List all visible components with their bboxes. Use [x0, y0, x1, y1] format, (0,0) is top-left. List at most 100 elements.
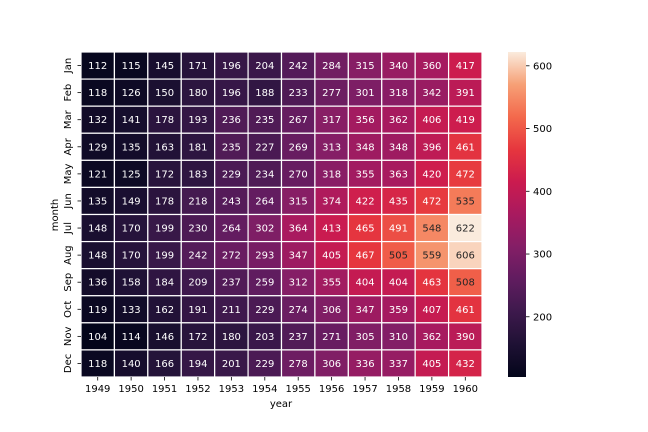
heatmap-cell: [80, 186, 116, 216]
cell-value-label: 118: [88, 88, 107, 99]
cell-value-label: 242: [188, 251, 207, 262]
cell-value-label: 118: [88, 359, 107, 370]
x-axis-label: year: [270, 399, 293, 410]
cell-value-label: 413: [322, 224, 341, 235]
cell-value-label: 172: [155, 169, 174, 180]
cell-value-label: 318: [322, 169, 341, 180]
heatmap-cell: [381, 213, 416, 243]
cell-value-label: 310: [389, 332, 408, 343]
heatmap-cell: [80, 213, 116, 243]
heatmap-cell: [280, 78, 316, 107]
heatmap-cell: [247, 322, 283, 351]
heatmap-cell: [280, 213, 316, 243]
cell-value-label: 548: [422, 224, 441, 235]
cell-value-label: 166: [155, 359, 174, 370]
cell-value-label: 133: [122, 305, 141, 316]
cell-value-label: 259: [255, 278, 274, 289]
cell-value-label: 148: [88, 251, 107, 262]
heatmap-cell: [147, 268, 182, 297]
cell-value-label: 374: [322, 196, 341, 207]
heatmap-cell: [113, 268, 149, 297]
heatmap-cell: [314, 322, 349, 351]
cell-value-label: 119: [88, 305, 107, 316]
heatmap-cell: [214, 105, 249, 134]
x-tick-label: 1951: [152, 384, 177, 395]
cell-value-label: 491: [389, 224, 408, 235]
cell-value-label: 274: [289, 305, 308, 316]
cell-value-label: 183: [188, 169, 207, 180]
y-tick-label: Jul: [63, 222, 74, 235]
cell-value-label: 150: [155, 88, 174, 99]
cell-value-label: 336: [355, 359, 374, 370]
cell-value-label: 404: [355, 278, 374, 289]
cell-value-label: 318: [389, 88, 408, 99]
cell-value-label: 405: [422, 359, 441, 370]
cell-value-label: 229: [222, 169, 241, 180]
heatmap-cell: [214, 240, 249, 270]
cell-value-label: 141: [122, 115, 141, 126]
cell-value-label: 233: [289, 88, 308, 99]
heatmap-cell: [414, 240, 450, 270]
heatmap-cell: [214, 159, 249, 189]
heatmap-cell: [447, 51, 483, 80]
cell-value-label: 420: [422, 169, 441, 180]
heatmap-cell: [180, 240, 216, 270]
cell-value-label: 461: [456, 142, 475, 153]
cell-value-label: 312: [289, 278, 308, 289]
heatmap-cell: [381, 78, 416, 107]
heatmap-cell: [147, 240, 182, 270]
y-tick-label: Aug: [63, 245, 74, 265]
cell-value-label: 178: [155, 196, 174, 207]
heatmap-cell: [280, 159, 316, 189]
cell-value-label: 277: [322, 88, 341, 99]
cell-value-label: 278: [289, 359, 308, 370]
cell-value-label: 136: [88, 278, 107, 289]
heatmap-cell: [214, 213, 249, 243]
heatmap-cell: [414, 78, 450, 107]
cell-value-label: 432: [456, 359, 475, 370]
y-tick-label: May: [63, 163, 74, 184]
cell-value-label: 355: [322, 278, 341, 289]
cell-value-label: 229: [255, 359, 274, 370]
cell-value-label: 559: [422, 251, 441, 262]
cell-value-label: 194: [188, 359, 207, 370]
cell-value-label: 191: [188, 305, 207, 316]
colorbar-tick-label: 200: [533, 312, 552, 323]
cell-value-label: 148: [88, 224, 107, 235]
cell-value-label: 264: [255, 196, 274, 207]
heatmap-cell: [314, 78, 349, 107]
heatmap-cell: [314, 51, 349, 80]
heatmap-cell: [80, 322, 116, 351]
cell-value-label: 364: [289, 224, 308, 235]
cell-value-label: 172: [188, 332, 207, 343]
cell-value-label: 203: [255, 332, 274, 343]
cell-value-label: 271: [322, 332, 341, 343]
cell-value-label: 126: [122, 88, 141, 99]
cell-value-label: 180: [188, 88, 207, 99]
heatmap-cell: [80, 240, 116, 270]
x-tick-label: 1952: [185, 384, 210, 395]
heatmap-cell: [113, 159, 149, 189]
cell-value-label: 622: [456, 224, 475, 235]
cell-value-label: 209: [188, 278, 207, 289]
colorbar-tick-label: 500: [533, 124, 552, 135]
heatmap-cell: [180, 186, 216, 216]
cell-value-label: 170: [122, 251, 141, 262]
heatmap-cell: [347, 132, 383, 161]
cell-value-label: 227: [255, 142, 274, 153]
cell-value-label: 211: [222, 305, 241, 316]
cell-value-label: 170: [122, 224, 141, 235]
cell-value-label: 301: [355, 88, 374, 99]
cell-value-label: 242: [289, 61, 308, 72]
cell-value-label: 313: [322, 142, 341, 153]
heatmap-cell: [347, 186, 383, 216]
cell-value-label: 284: [322, 61, 341, 72]
cell-value-label: 204: [255, 61, 274, 72]
cell-value-label: 181: [188, 142, 207, 153]
heatmap-cell: [147, 105, 182, 134]
x-tick-label: 1960: [453, 384, 478, 395]
y-tick-label: Nov: [63, 327, 74, 347]
heatmap-cell: [280, 240, 316, 270]
cell-value-label: 467: [355, 251, 374, 262]
cell-value-label: 162: [155, 305, 174, 316]
